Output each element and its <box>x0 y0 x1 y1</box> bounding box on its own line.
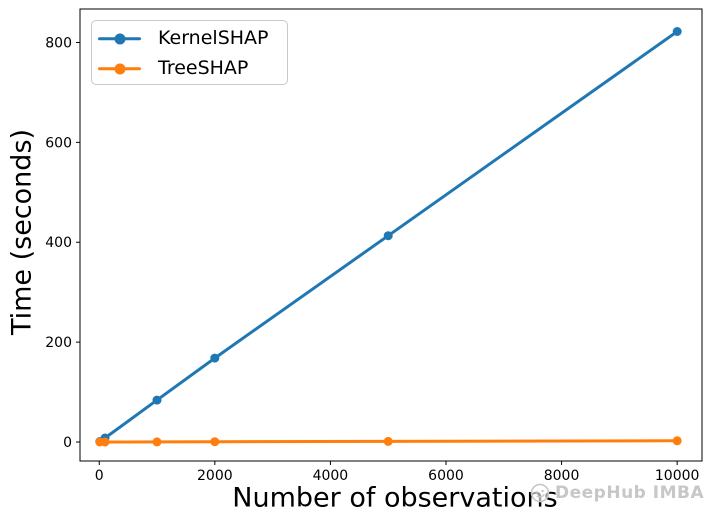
y-tick-label: 800 <box>45 35 72 51</box>
x-tick-label: 6000 <box>428 468 464 484</box>
x-axis-label: Number of observations <box>232 482 558 514</box>
kernelshap-legend-marker-icon <box>98 32 141 45</box>
x-tick-label: 0 <box>95 468 104 484</box>
watermark: DeepHub IMBA <box>530 483 704 503</box>
smiley-face-icon <box>530 483 550 503</box>
treeshap-point-10000 <box>672 436 682 446</box>
y-tick-label: 400 <box>45 235 72 251</box>
x-tick-label: 10000 <box>655 468 700 484</box>
x-tick-label: 2000 <box>197 468 233 484</box>
kernelshap-point-10000 <box>672 27 682 36</box>
legend-label-kernelshap: KernelSHAP <box>158 27 269 49</box>
treeshap-point-5000 <box>383 436 393 446</box>
treeshap-point-100 <box>100 437 110 447</box>
kernelshap-point-2000 <box>210 353 220 363</box>
treeshap-point-1000 <box>152 437 162 447</box>
legend-item-kernelshap: KernelSHAP <box>98 25 287 52</box>
y-tick-label: 600 <box>45 135 72 151</box>
y-axis-label: Time (seconds) <box>6 128 38 336</box>
legend-label-treeshap: TreeSHAP <box>158 57 249 79</box>
kernelshap-point-5000 <box>383 231 393 241</box>
kernelshap-point-1000 <box>152 395 162 405</box>
legend-item-treeshap: TreeSHAP <box>98 55 287 82</box>
y-tick-label: 0 <box>63 435 72 451</box>
watermark-text: DeepHub IMBA <box>555 483 705 503</box>
x-tick-label: 8000 <box>544 468 580 484</box>
treeshap-point-2000 <box>210 437 220 447</box>
treeshap-legend-marker-icon <box>98 62 141 75</box>
legend: KernelSHAP TreeSHAP <box>91 20 288 85</box>
plot-border <box>79 8 703 462</box>
y-tick-label: 200 <box>45 335 72 351</box>
x-tick-label: 4000 <box>313 468 349 484</box>
